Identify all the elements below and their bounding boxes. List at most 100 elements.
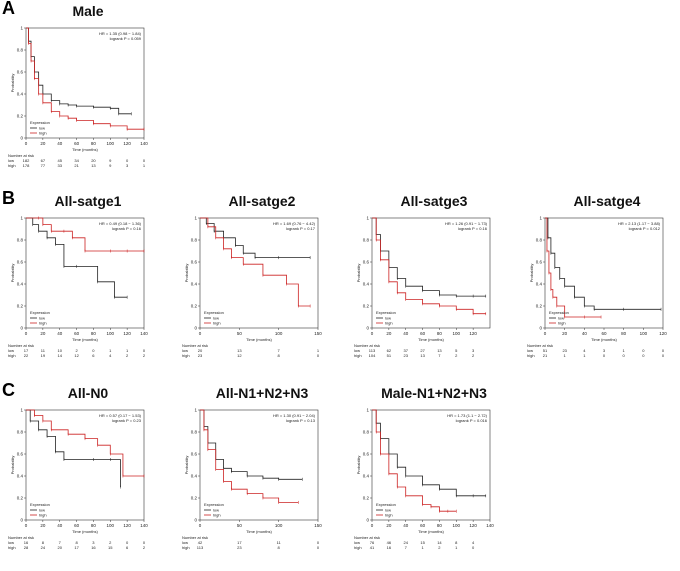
risk-header: Number at risk: [354, 343, 380, 348]
risk-row-label-high: high: [8, 353, 16, 358]
legend-label-high: high: [39, 131, 47, 136]
legend-title: Expression: [30, 502, 50, 507]
y-tick-label: 1: [539, 216, 542, 221]
risk-count-low: 23: [562, 348, 567, 353]
risk-count-low: 0: [126, 540, 129, 545]
risk-count-low: 9: [109, 158, 112, 163]
risk-count-high: 13: [91, 163, 96, 168]
survival-curve-low: [200, 409, 303, 480]
legend-label-low: low: [558, 316, 564, 321]
y-tick-label: 0.8: [536, 238, 543, 243]
risk-row-label-low: low: [354, 540, 360, 545]
panel-title: All-N0: [68, 385, 109, 401]
risk-count-high: 7: [405, 545, 408, 550]
hr-annotation: HR = 0.57 (0.17 − 1.53): [99, 413, 142, 418]
x-tick-label: 80: [621, 331, 627, 336]
survival-curve-high: [200, 409, 299, 503]
plot-frame: [371, 217, 491, 329]
x-tick-label: 120: [123, 141, 131, 146]
panel-title: All-satge1: [55, 193, 122, 209]
risk-count-high: 16: [387, 545, 392, 550]
risk-count-high: 113: [197, 545, 204, 550]
legend-title: Expression: [30, 120, 50, 125]
y-tick-label: 0.4: [191, 474, 198, 479]
risk-count-low: 11: [277, 540, 282, 545]
y-tick-label: 0.4: [536, 282, 543, 287]
risk-count-low: 51: [543, 348, 548, 353]
risk-count-low: 0: [143, 158, 146, 163]
x-tick-label: 140: [486, 523, 494, 528]
x-tick-label: 150: [314, 523, 322, 528]
risk-count-low: 0: [92, 348, 95, 353]
y-axis-label: Probability: [184, 264, 189, 283]
risk-count-low: 0: [662, 348, 665, 353]
y-tick-label: 0.4: [363, 282, 370, 287]
y-tick-label: 0.2: [191, 496, 198, 501]
y-tick-label: 0.8: [363, 430, 370, 435]
risk-count-high: 28: [24, 545, 29, 550]
x-tick-label: 40: [57, 523, 63, 528]
y-tick-label: 0: [20, 326, 23, 331]
risk-count-high: 23: [403, 353, 408, 358]
risk-count-high: 21: [543, 353, 548, 358]
risk-count-high: 6: [126, 545, 129, 550]
hr-annotation: HR = 1.30 (0.91 − 2.04): [273, 413, 316, 418]
risk-count-high: 2: [438, 545, 441, 550]
risk-header: Number at risk: [8, 535, 34, 540]
y-tick-label: 0.8: [191, 430, 198, 435]
risk-header: Number at risk: [8, 343, 34, 348]
y-tick-label: 0.6: [17, 452, 24, 457]
x-tick-label: 0: [371, 523, 374, 528]
legend-label-low: low: [213, 508, 219, 513]
x-tick-label: 60: [420, 331, 426, 336]
risk-count-low: 5: [455, 348, 458, 353]
y-tick-label: 0.2: [363, 496, 370, 501]
risk-row-label-high: high: [354, 545, 362, 550]
risk-count-high: 17: [74, 545, 79, 550]
x-tick-label: 120: [469, 523, 477, 528]
y-tick-label: 0: [194, 518, 197, 523]
logrank-annotation: logrank P = 0.13: [286, 418, 316, 423]
hr-annotation: HR = 0.49 (0.18 − 1.36): [99, 221, 142, 226]
risk-header: Number at risk: [182, 535, 208, 540]
risk-count-low: 15: [420, 540, 425, 545]
risk-count-high: 0: [662, 353, 665, 358]
risk-count-high: 13: [420, 353, 425, 358]
risk-header: Number at risk: [182, 343, 208, 348]
risk-count-low: 13: [237, 348, 242, 353]
y-tick-label: 0.6: [363, 260, 370, 265]
survival-curve-low: [545, 217, 662, 310]
x-axis-label: Time (months): [72, 337, 98, 342]
x-tick-label: 100: [107, 141, 115, 146]
legend-title: Expression: [376, 502, 396, 507]
x-tick-label: 120: [123, 523, 131, 528]
x-axis-label: Time (months): [246, 529, 272, 534]
x-axis-label: Time (months): [418, 337, 444, 342]
y-tick-label: 0.2: [536, 304, 543, 309]
risk-count-low: 27: [420, 348, 425, 353]
risk-header: Number at risk: [527, 343, 553, 348]
y-tick-label: 1: [20, 26, 23, 31]
risk-count-high: 1: [455, 545, 458, 550]
risk-count-high: 0: [472, 545, 475, 550]
y-tick-label: 0.8: [363, 238, 370, 243]
plot-frame: [25, 217, 145, 329]
risk-row-label-high: high: [527, 353, 535, 358]
section-label-c: C: [2, 380, 15, 400]
plot-frame: [25, 27, 145, 139]
hr-annotation: HR = 1.69 (0.76 − 4.42): [273, 221, 316, 226]
x-tick-label: 100: [107, 331, 115, 336]
logrank-annotation: logrank P = 0.059: [110, 36, 142, 41]
x-tick-label: 60: [74, 523, 80, 528]
risk-count-high: 23: [198, 353, 203, 358]
y-tick-label: 1: [194, 408, 197, 413]
km-panel-4: All-satge3 0 0.2 0.4 0.6 0.8 1 0 20 40 60 80 100 120 T…: [354, 193, 491, 358]
survival-curve-low: [26, 27, 132, 115]
x-tick-label: 140: [140, 331, 148, 336]
risk-count-high: 0: [642, 353, 645, 358]
risk-count-high: 2: [472, 353, 475, 358]
risk-row-label-high: high: [182, 353, 190, 358]
